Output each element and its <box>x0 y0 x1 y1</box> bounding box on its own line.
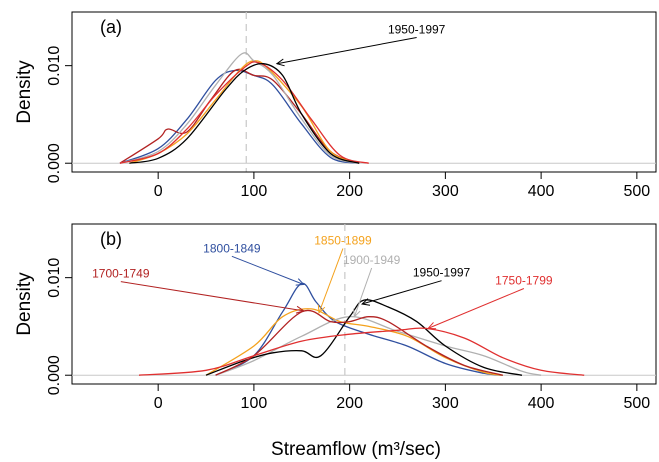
panel-a-x-tick-label: 400 <box>528 183 555 200</box>
panel-b-density-curve-1 <box>216 283 503 375</box>
panel-b-annotation-label-2: 1850-1899 <box>314 233 372 247</box>
panel-a-y-axis-label: Density <box>14 60 35 124</box>
panel-a: (a) Density 1950-1997 0 100 200 300 400 500 0… <box>14 12 656 200</box>
panel-b-annotation-label-6: 1750-1799 <box>495 273 553 287</box>
panel-b-x-tick-label: 200 <box>336 395 363 412</box>
panel-b-annotation-arrow-2 <box>319 248 343 312</box>
panel-a-y-axis: 0.000 0.010 <box>46 46 72 184</box>
panel-a-x-tick-label: 200 <box>336 183 363 200</box>
panel-b-y-tick-label: 0.000 <box>46 355 63 395</box>
panel-b-annotation-arrow-1 <box>232 256 304 284</box>
panel-a-density-curve-5 <box>120 62 369 163</box>
panel-b-annotation-label-3: 1900-1949 <box>343 253 401 267</box>
panel-a-x-tick-label: 100 <box>241 183 268 200</box>
panel-b-density-curve-4 <box>206 300 522 375</box>
panel-b-y-axis-label: Density <box>14 272 35 336</box>
panel-b-annotation-arrow-3 <box>354 268 371 317</box>
panel-b-density-curve-2 <box>206 309 503 375</box>
panel-b-y-tick-label: 0.010 <box>46 258 63 298</box>
panel-b-annotation-arrow-4 <box>362 281 441 304</box>
x-axis-label: Streamflow (m³/sec) <box>271 439 441 460</box>
panel-a-series <box>120 53 369 163</box>
panel-a-x-tick-label: 0 <box>154 183 163 200</box>
panel-b: (b) Density 1800-18491850-18991900-19491… <box>14 224 656 412</box>
panel-b-annotation-label-4: 1950-1997 <box>413 266 471 280</box>
panel-a-y-tick-label: 0.000 <box>46 143 63 183</box>
panel-b-annotation-label-5: 1700-1749 <box>92 267 150 281</box>
panel-b-x-axis: 0 100 200 300 400 500 <box>154 384 651 412</box>
panel-b-density-curve-6 <box>139 328 584 375</box>
panel-a-label: (a) <box>100 17 122 37</box>
panel-b-x-tick-label: 500 <box>624 395 651 412</box>
panel-b-annotation-arrow-5 <box>121 282 304 311</box>
panel-a-annotation-label-1: 1950-1997 <box>388 22 446 36</box>
panel-a-x-tick-label: 300 <box>432 183 459 200</box>
panel-b-x-tick-label: 100 <box>241 395 268 412</box>
panel-b-x-tick-label: 400 <box>528 395 555 412</box>
panel-a-x-tick-label: 500 <box>624 183 651 200</box>
panel-b-annotation-arrow-6 <box>428 288 524 328</box>
panel-b-annotations: 1800-1849 1850-1899 1900-1949 1950-1997 1700… <box>92 233 553 328</box>
panel-b-density-curve-5 <box>216 310 503 375</box>
panel-b-label: (b) <box>100 229 122 249</box>
panel-b-x-tick-label: 300 <box>432 395 459 412</box>
panel-a-annotation-arrow-1 <box>277 37 417 63</box>
panel-a-y-tick-label: 0.010 <box>46 46 63 86</box>
panel-b-x-tick-label: 0 <box>154 395 163 412</box>
panel-b-annotation-label-1: 1800-1849 <box>203 241 261 255</box>
panel-b-y-axis: 0.000 0.010 <box>46 258 72 396</box>
panel-a-x-axis: 0 100 200 300 400 500 <box>154 172 651 200</box>
panel-a-annotations: 1950-1997 <box>277 22 446 65</box>
